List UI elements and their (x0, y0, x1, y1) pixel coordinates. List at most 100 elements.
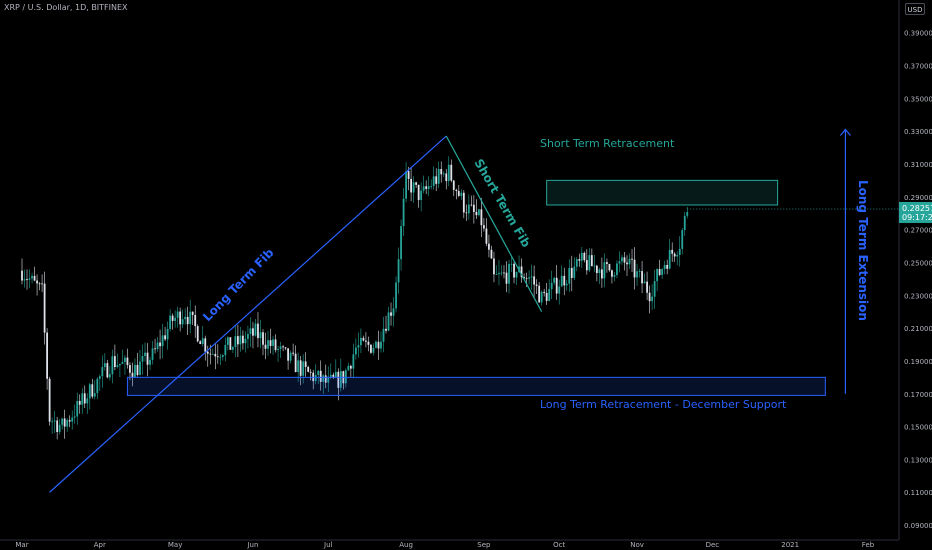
candle-body (61, 418, 64, 425)
candle-body (159, 342, 161, 347)
currency-badge[interactable]: USD (905, 3, 925, 15)
candle-body (402, 198, 405, 227)
candle-body (339, 371, 342, 388)
long-term-retracement-zone[interactable] (126, 376, 826, 396)
candle-body (58, 424, 61, 432)
candle-body (76, 400, 79, 417)
candle-body (573, 266, 576, 278)
candle-body (565, 283, 568, 286)
candle-body (450, 164, 453, 181)
candle-body (400, 226, 402, 260)
candle-body (78, 400, 81, 405)
candle-body (600, 269, 603, 279)
candle-body (575, 259, 578, 267)
candle-body (653, 281, 656, 297)
candle-body (523, 277, 525, 279)
current-price-tag (899, 201, 932, 223)
candle-body (520, 266, 523, 278)
candle-body (382, 328, 385, 342)
candle-body (36, 280, 38, 284)
candle-body (337, 371, 340, 388)
candle-body (174, 317, 177, 321)
candle-body (96, 378, 99, 394)
candle-body (681, 230, 684, 249)
candle-body (631, 258, 633, 260)
candle-body (156, 342, 159, 350)
price-tick-label: 0.23000 (904, 292, 932, 300)
candle-body (628, 258, 631, 265)
candle-body (83, 393, 86, 404)
candle-body (347, 365, 350, 371)
short-term-fib-line[interactable] (445, 135, 543, 312)
price-tick-label: 0.39000 (904, 30, 932, 38)
candle-body (550, 282, 553, 290)
candle-body (397, 259, 400, 283)
candle-body (299, 360, 302, 376)
candle-body (46, 332, 49, 379)
candle-body (372, 347, 375, 353)
candle-body (462, 192, 465, 213)
candle-body (440, 168, 443, 175)
candle-body (98, 376, 101, 379)
candle-body (334, 371, 337, 378)
candle-body (113, 356, 116, 367)
price-tick-label: 0.17000 (904, 391, 932, 399)
candle-body (467, 204, 470, 214)
candle-body (488, 243, 490, 250)
short-term-retracement-zone[interactable] (546, 179, 779, 206)
candle-body (66, 420, 69, 427)
candle-body (319, 370, 322, 382)
candle-body (324, 375, 327, 383)
price-tick-label: 0.09000 (904, 522, 932, 530)
candle-body (134, 364, 136, 378)
candle-body (327, 376, 330, 383)
candle-body (385, 328, 387, 331)
long-term-fib-label: Long Term Fib (200, 245, 277, 324)
candle-body (608, 263, 611, 271)
time-tick-label: Feb (862, 541, 875, 549)
long-term-extension-label: Long Term Extension (856, 180, 870, 321)
candle-body (480, 209, 483, 226)
candle-body (427, 186, 430, 189)
candle-body (116, 365, 119, 367)
candle-body (264, 344, 267, 349)
candle-body (648, 292, 651, 302)
candle-body (108, 374, 111, 378)
candle-body (151, 348, 154, 360)
candle-body (472, 204, 475, 212)
candle-body (169, 315, 172, 329)
candle-body (377, 341, 380, 349)
candle-body (349, 365, 352, 369)
candle-body (294, 353, 297, 373)
candle-body (224, 344, 227, 356)
time-tick-label: Jul (323, 541, 333, 549)
candle-body (553, 277, 556, 283)
candle-body (360, 337, 362, 346)
candle-body (332, 374, 335, 378)
price-tick-label: 0.21000 (904, 325, 932, 333)
candle-body (257, 323, 259, 339)
candle-body (588, 255, 591, 271)
candle-body (272, 339, 274, 346)
long-term-fib-line[interactable] (49, 135, 447, 493)
candle-body (199, 341, 202, 345)
price-axis[interactable]: 0.39000 0.37000 0.35000 0.33000 0.31000 0.290… (898, 0, 932, 540)
candle-body (31, 275, 33, 279)
candles-layer (21, 156, 689, 440)
candle-body (505, 272, 508, 284)
candle-body (455, 189, 458, 192)
candle-body (563, 275, 566, 286)
candle-body (493, 258, 495, 275)
candle-body (616, 263, 618, 276)
candle-body (88, 384, 91, 399)
candle-body (236, 336, 239, 345)
candle-body (329, 374, 332, 377)
candle-body (590, 255, 593, 267)
candle-body (500, 272, 503, 274)
candle-body (663, 265, 666, 270)
candle-body (538, 285, 541, 303)
candle-body (23, 279, 26, 281)
candle-body (543, 291, 546, 293)
time-axis[interactable]: Mar Apr May Jun Jul Aug Sep Oct Nov Dec 2021 Feb (0, 539, 899, 549)
